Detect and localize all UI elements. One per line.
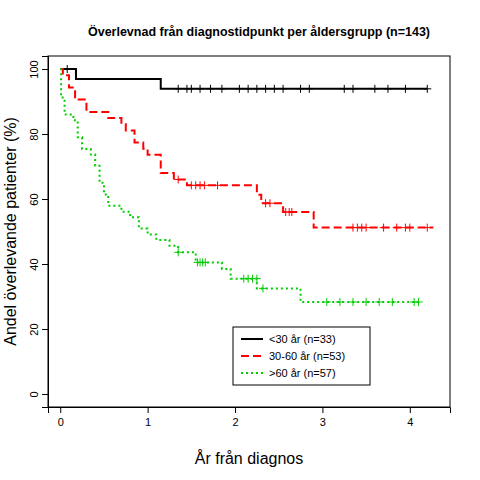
x-tick: 3	[320, 407, 326, 428]
y-tick-mark	[42, 394, 48, 395]
legend-label: 30-60 år (n=53)	[269, 350, 345, 362]
y-tick-mark	[42, 264, 48, 265]
plot-area: 01234020406080100<30 år (n=33)30-60 år (…	[28, 56, 451, 428]
censor-mark	[371, 85, 379, 93]
censor-mark	[384, 85, 392, 93]
y-tick: 40	[28, 258, 48, 270]
x-tick-mark	[60, 407, 61, 413]
censor-mark	[262, 85, 270, 93]
x-tick-mark	[148, 407, 149, 413]
plot-frame	[48, 56, 450, 407]
censor-mark	[244, 85, 252, 93]
legend-swatch	[241, 338, 263, 340]
censor-mark	[270, 85, 278, 93]
y-tick: 20	[28, 323, 48, 335]
chart-container: 01234020406080100<30 år (n=33)30-60 år (…	[0, 0, 480, 480]
x-tick-label: 3	[320, 416, 326, 428]
censor-mark	[63, 65, 71, 73]
censor-mark	[349, 85, 357, 93]
data-layer	[60, 65, 433, 306]
x-axis: 0 1 2 3 4	[49, 407, 451, 428]
y-tick: 0	[28, 391, 48, 397]
censor-mark	[218, 85, 226, 93]
y-axis-title: Andel överlevande patienter (%)	[2, 117, 19, 346]
censor-mark	[207, 85, 215, 93]
censor-mark	[380, 224, 388, 232]
censor-mark	[323, 298, 331, 306]
censor-mark	[259, 284, 267, 292]
censor-mark	[340, 85, 348, 93]
y-tick-label: 0	[28, 391, 40, 397]
x-tick-label: 1	[145, 416, 151, 428]
survival-curve	[60, 69, 433, 228]
x-tick: 1	[145, 407, 151, 428]
censor-mark	[253, 275, 261, 283]
y-tick-label: 60	[28, 193, 40, 205]
y-tick: 60	[28, 193, 48, 205]
censor-mark	[174, 176, 182, 184]
x-axis-line	[49, 408, 451, 414]
censor-mark	[401, 85, 409, 93]
censor-mark	[393, 224, 401, 232]
x-tick: 4	[407, 407, 413, 428]
censor-mark	[187, 85, 195, 93]
censor-mark	[196, 85, 204, 93]
censor-mark	[266, 199, 274, 207]
x-tick-label: 0	[58, 416, 64, 428]
censor-mark	[201, 258, 209, 266]
censor-mark	[362, 224, 370, 232]
censor-mark	[388, 298, 396, 306]
censor-mark	[288, 208, 296, 216]
censor-mark	[336, 298, 344, 306]
chart-title: Överlevnad från diagnostidpunkt per ålde…	[88, 24, 430, 39]
censor-mark	[279, 85, 287, 93]
survival-curve	[60, 69, 418, 302]
x-tick-label: 4	[407, 416, 413, 428]
y-tick-label: 20	[28, 323, 40, 335]
censor-mark	[200, 181, 208, 189]
legend-swatch	[241, 372, 263, 374]
y-tick: 80	[28, 128, 48, 140]
censor-mark	[214, 181, 222, 189]
censor-mark	[415, 298, 423, 306]
y-tick-mark	[42, 329, 48, 330]
chart-svg: 01234020406080100<30 år (n=33)30-60 år (…	[0, 0, 480, 480]
legend-label: <30 år (n=33)	[269, 333, 336, 345]
y-tick: 100	[28, 60, 48, 78]
censor-mark	[423, 224, 431, 232]
y-tick-mark	[42, 69, 48, 70]
x-tick-label: 2	[232, 416, 238, 428]
y-tick-label: 40	[28, 258, 40, 270]
censor-mark	[174, 248, 182, 256]
legend-box	[233, 327, 370, 385]
censor-mark	[297, 85, 305, 93]
y-axis: 0 20 40 60 80 100	[28, 57, 49, 408]
censor-mark	[406, 224, 414, 232]
x-tick: 0	[58, 407, 64, 428]
censor-mark	[305, 85, 313, 93]
y-tick-label: 100	[28, 60, 40, 78]
legend-label: >60 år (n=57)	[269, 367, 336, 379]
censor-mark	[235, 85, 243, 93]
x-tick-mark	[235, 407, 236, 413]
x-axis-title: År från diagnos	[195, 449, 304, 467]
x-tick: 2	[232, 407, 238, 428]
legend-swatch	[241, 355, 263, 357]
legend: <30 år (n=33) 30-60 år (n=53) >60 år (n=57…	[233, 327, 370, 385]
censor-mark	[349, 298, 357, 306]
censor-mark	[362, 298, 370, 306]
y-tick-mark	[42, 134, 48, 135]
censor-mark	[375, 298, 383, 306]
survival-curve	[60, 69, 427, 89]
censor-mark	[174, 85, 182, 93]
x-tick-mark	[410, 407, 411, 413]
y-tick-label: 80	[28, 128, 40, 140]
x-tick-mark	[322, 407, 323, 413]
censor-mark	[253, 85, 261, 93]
censor-mark	[423, 85, 431, 93]
y-tick-mark	[42, 199, 48, 200]
